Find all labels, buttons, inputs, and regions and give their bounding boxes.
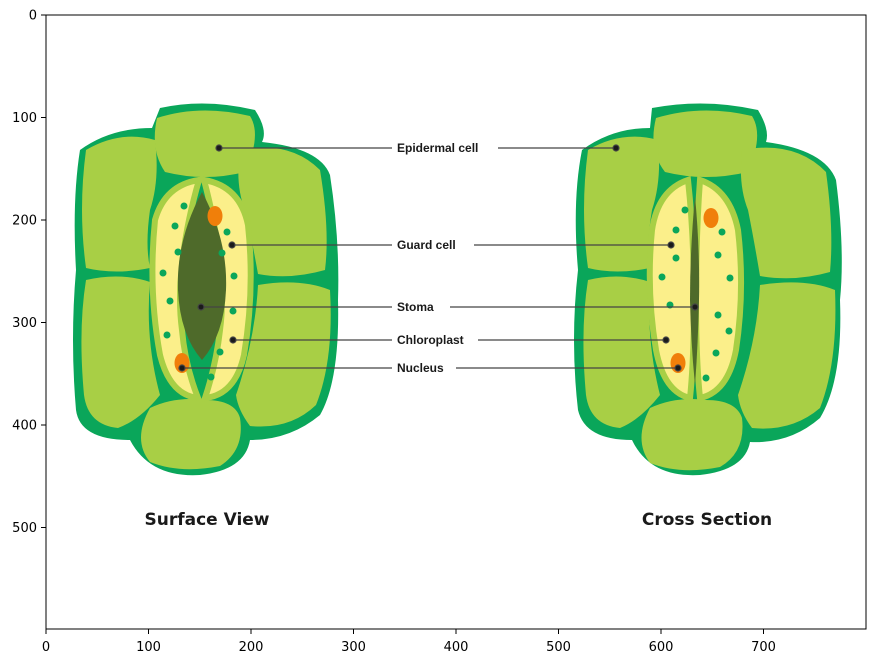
x-tick-label: 0 [42, 640, 50, 655]
chloroplast-dot [714, 251, 722, 259]
cross-nucleus-top [703, 208, 719, 228]
chloroplast-dot [672, 254, 680, 262]
x-tick-label: 500 [546, 640, 571, 655]
x-tick-label: 700 [751, 640, 776, 655]
chloroplast-dot [218, 249, 226, 257]
label-stoma: Stoma [397, 300, 434, 314]
cross-epidermal-cell-bottom [641, 399, 743, 471]
diagram-area: Epidermal cell Guard cell Stoma Chloropl… [73, 103, 842, 530]
cross-section [574, 103, 842, 476]
cross-epidermal-cell-top [653, 110, 758, 177]
y-tick-label: 400 [12, 419, 37, 434]
chloroplast-dot [174, 248, 182, 256]
leader-dot [662, 336, 670, 344]
y-tick-label: 100 [12, 111, 37, 126]
chloroplast-dot [702, 374, 710, 382]
leader-dot [612, 144, 620, 152]
label-guard-cell: Guard cell [397, 238, 456, 252]
leader-dot [228, 241, 236, 249]
cross-epidermal-cell-upper-left [584, 136, 660, 272]
cross-stoma-pore [690, 196, 700, 385]
leader-dot [178, 364, 186, 372]
surface-epidermal-cell-top [154, 110, 255, 177]
cross-epidermal-cell-lower-left [583, 276, 660, 428]
x-tick-label: 600 [649, 640, 674, 655]
x-tick-label: 300 [341, 640, 366, 655]
cross-epidermal-cell-lower-right [738, 282, 836, 429]
chloroplast-dot [714, 311, 722, 319]
cross-epidermal-cell-upper-right [740, 147, 832, 279]
chloroplast-dot [712, 349, 720, 357]
chloroplast-dot [725, 327, 733, 335]
leader-dot [674, 364, 682, 372]
surface-chloroplasts [159, 202, 238, 381]
y-axis: 0 100 200 300 400 500 [12, 9, 46, 536]
surface-nucleus-top [207, 206, 223, 226]
surface-epidermal-cell-lower-right [236, 282, 331, 427]
chloroplast-dot [163, 331, 171, 339]
chloroplast-dot [180, 202, 188, 210]
chloroplast-dot [681, 206, 689, 214]
chloroplast-dot [216, 348, 224, 356]
leader-dot [229, 336, 237, 344]
chloroplast-dot [229, 307, 237, 315]
label-nucleus: Nucleus [397, 361, 444, 375]
chloroplast-dot [726, 274, 734, 282]
y-tick-label: 300 [12, 316, 37, 331]
leader-dot [691, 303, 699, 311]
cross-guard-cell-right [692, 175, 745, 402]
chloroplast-dot [159, 269, 167, 277]
label-epidermal-cell: Epidermal cell [397, 141, 478, 155]
surface-epidermal-cell-upper-left [82, 136, 157, 272]
chloroplast-dot [658, 273, 666, 281]
caption-surface-view: Surface View [144, 510, 269, 530]
chloroplast-dot [672, 226, 680, 234]
x-axis: 0 100 200 300 400 500 600 700 [42, 629, 776, 655]
y-tick-label: 500 [12, 521, 37, 536]
caption-cross-section: Cross Section [642, 510, 772, 530]
surface-view [73, 103, 339, 476]
surface-epidermal-cell-upper-right [238, 147, 327, 277]
surface-stoma-pore [177, 192, 227, 360]
y-tick-label: 200 [12, 214, 37, 229]
cross-guard-cells [646, 175, 745, 402]
x-tick-label: 400 [444, 640, 469, 655]
chloroplast-dot [171, 222, 179, 230]
chloroplast-dot [230, 272, 238, 280]
surface-epidermal-cell-lower-left [81, 276, 160, 428]
leader-dot [215, 144, 223, 152]
chloroplast-dot [207, 373, 215, 381]
cross-chloroplasts [658, 206, 734, 382]
y-tick-label: 0 [29, 9, 37, 24]
label-chloroplast: Chloroplast [397, 333, 464, 347]
x-tick-label: 100 [136, 640, 161, 655]
leader-dot [197, 303, 205, 311]
x-tick-label: 200 [239, 640, 264, 655]
chloroplast-dot [718, 228, 726, 236]
leader-lines [178, 144, 699, 372]
chloroplast-dot [223, 228, 231, 236]
leader-dot [667, 241, 675, 249]
surface-guard-cells [149, 176, 254, 402]
chloroplast-dot [166, 297, 174, 305]
surface-epidermal-cell-bottom [141, 399, 241, 470]
